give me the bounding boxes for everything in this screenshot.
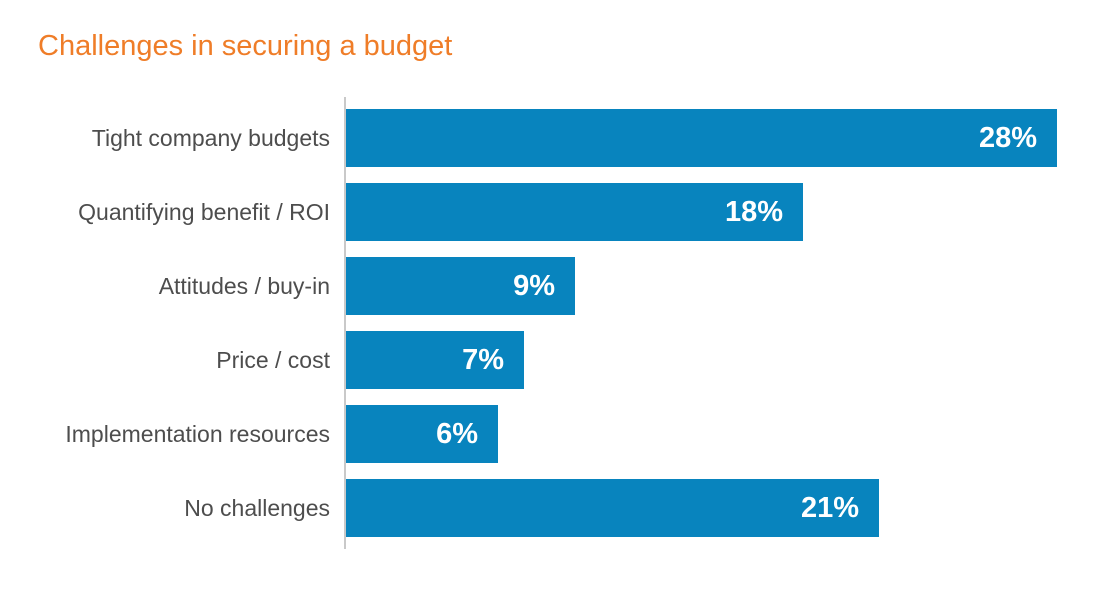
bar-value-label: 7% (462, 343, 504, 376)
category-label: Tight company budgets (91, 124, 330, 151)
category-label: Price / cost (216, 346, 330, 373)
category-label: Quantifying benefit / ROI (78, 198, 330, 225)
bar-value-label: 21% (800, 491, 859, 524)
chart-row: Attitudes / buy-in 9% (0, 257, 1111, 315)
chart-row: Quantifying benefit / ROI 18% (0, 183, 1111, 241)
chart-rows: Tight company budgets 28% Quantifying bene… (0, 109, 1111, 537)
bar: 9% (346, 257, 575, 315)
chart-row: Implementation resources 6% (0, 405, 1111, 463)
bar-value-label: 6% (436, 417, 478, 450)
category-label: Attitudes / buy-in (158, 272, 330, 299)
bar-value-label: 9% (513, 269, 555, 302)
bar: 21% (346, 479, 879, 537)
category-label: Implementation resources (65, 420, 330, 447)
category-label: No challenges (184, 494, 330, 521)
bar-value-label: 18% (724, 195, 783, 228)
chart-row: Price / cost 7% (0, 331, 1111, 389)
bar-value-label: 28% (978, 121, 1037, 154)
chart-row: No challenges 21% (0, 479, 1111, 537)
y-axis-line (344, 97, 346, 549)
bar: 7% (346, 331, 524, 389)
chart-title: Challenges in securing a budget (38, 30, 453, 62)
bar: 28% (346, 109, 1057, 167)
chart-row: Tight company budgets 28% (0, 109, 1111, 167)
bar: 6% (346, 405, 498, 463)
bar: 18% (346, 183, 803, 241)
